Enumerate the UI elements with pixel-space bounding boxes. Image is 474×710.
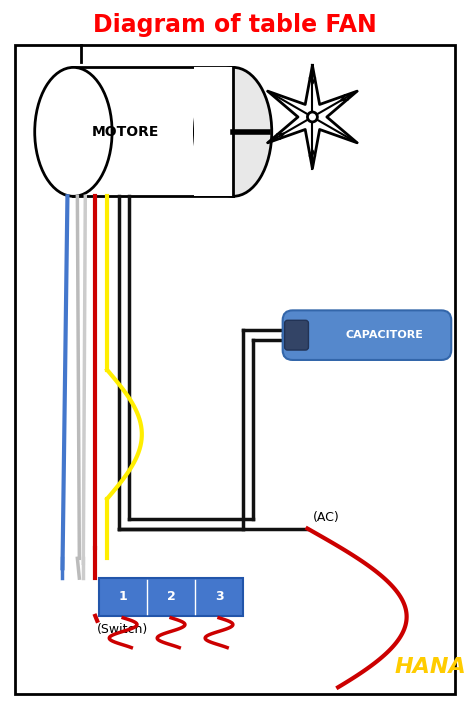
Text: (AC): (AC): [312, 510, 339, 523]
Text: Diagram of table FAN: Diagram of table FAN: [93, 13, 377, 37]
Bar: [73, 67, 233, 196]
Text: 3: 3: [215, 591, 223, 604]
Text: 1: 1: [119, 591, 128, 604]
Text: 2: 2: [167, 591, 175, 604]
FancyBboxPatch shape: [285, 320, 309, 350]
Text: MOTORE: MOTORE: [91, 125, 159, 139]
Text: HANA: HANA: [394, 657, 466, 677]
Circle shape: [308, 112, 318, 122]
Bar: [194, 67, 233, 196]
Text: (Switch): (Switch): [97, 623, 148, 636]
Bar: [99, 578, 243, 616]
Ellipse shape: [194, 67, 272, 196]
Text: CAPACITORE: CAPACITORE: [346, 330, 424, 340]
FancyBboxPatch shape: [283, 310, 451, 360]
Ellipse shape: [35, 67, 112, 196]
